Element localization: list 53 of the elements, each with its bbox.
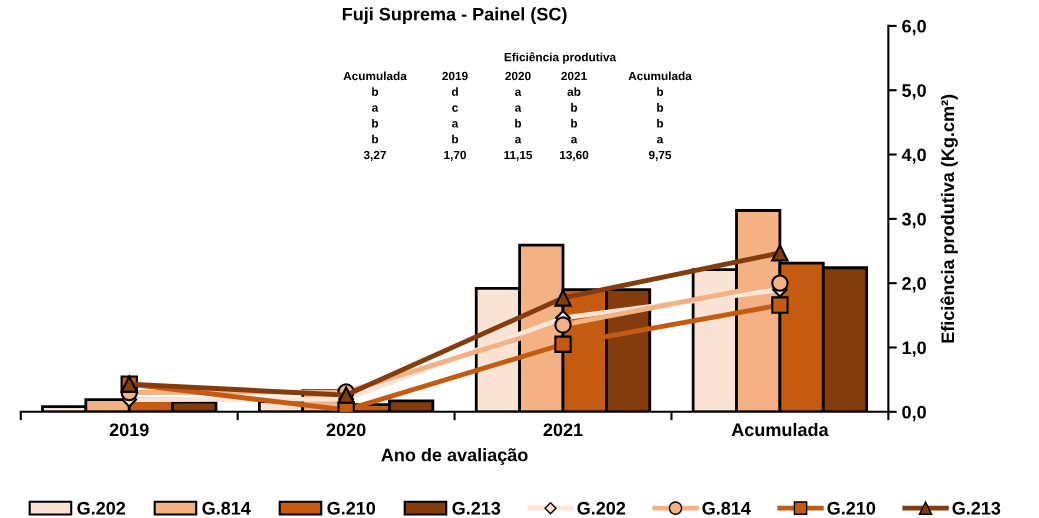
annotation: 3,27 bbox=[363, 150, 386, 161]
annotation: b bbox=[452, 134, 459, 144]
annotation: Acumulada bbox=[343, 71, 407, 81]
annotation: a bbox=[515, 136, 522, 144]
x-tick-label: 2021 bbox=[543, 423, 583, 437]
x-tick-label: 2020 bbox=[326, 423, 366, 437]
chart-title: Fuji Suprema - Painel (SC) bbox=[342, 7, 567, 25]
y-tick-label: 2,0 bbox=[902, 277, 926, 293]
annotation: a bbox=[657, 136, 664, 144]
legend-label: G.814 bbox=[202, 501, 251, 515]
annotation: 13,60 bbox=[559, 150, 589, 161]
annotation: b bbox=[515, 118, 522, 128]
y-tick-label: 0,0 bbox=[902, 405, 926, 422]
x-tick-label: Acumulada bbox=[731, 422, 829, 437]
annotation: a bbox=[515, 89, 522, 96]
annotation: b bbox=[657, 118, 664, 128]
annotation: b bbox=[657, 87, 664, 96]
annotation: b bbox=[372, 87, 379, 96]
legend-label: G.210 bbox=[327, 501, 376, 515]
annotation: 9,75 bbox=[648, 150, 672, 161]
y-tick-label: 1,0 bbox=[902, 341, 926, 357]
x-axis-title: Ano de avaliação bbox=[381, 448, 528, 465]
annotation: Acumulada bbox=[628, 71, 692, 81]
legend-label: G.210 bbox=[827, 501, 876, 515]
annotation: a bbox=[452, 121, 459, 128]
annotation: 2020 bbox=[505, 71, 531, 81]
annotation: b bbox=[657, 103, 664, 112]
annotation: c bbox=[452, 105, 458, 112]
annotation: ab bbox=[567, 87, 581, 96]
legend-label: G.213 bbox=[952, 501, 1001, 515]
y-axis-title: Eficiência produtiva (Kg.cm²) bbox=[940, 94, 958, 343]
annotation: 1,70 bbox=[444, 150, 467, 161]
annotation: 2021 bbox=[561, 71, 587, 81]
annotation: Eficiência produtiva bbox=[504, 52, 617, 64]
y-tick-label: 6,0 bbox=[902, 19, 926, 36]
annotation: 11,15 bbox=[504, 150, 533, 161]
y-tick-label: 4,0 bbox=[901, 148, 926, 164]
annotation: a bbox=[571, 136, 578, 144]
annotation: a bbox=[372, 105, 379, 112]
annotation: a bbox=[515, 105, 522, 112]
annotation: d bbox=[451, 87, 458, 96]
annotation: b bbox=[372, 118, 379, 128]
x-tick-label: 2019 bbox=[109, 423, 149, 437]
y-tick-label: 5,0 bbox=[902, 84, 926, 100]
legend-label: G.202 bbox=[577, 501, 626, 515]
annotation: b bbox=[571, 103, 578, 112]
legend-label: G.814 bbox=[702, 501, 751, 515]
annotation: b bbox=[372, 134, 379, 144]
annotation: 2019 bbox=[442, 71, 468, 81]
annotation: b bbox=[571, 118, 578, 128]
y-tick-label: 3,0 bbox=[901, 212, 926, 229]
legend-label: G.213 bbox=[452, 501, 501, 515]
legend-label: G.202 bbox=[77, 501, 126, 515]
